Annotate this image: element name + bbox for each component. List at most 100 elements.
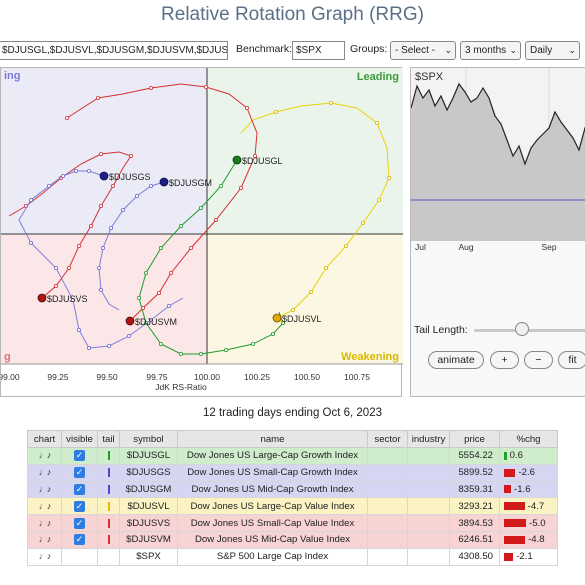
cell-price: 4308.50: [449, 547, 500, 566]
cell-visible[interactable]: ✓: [61, 497, 98, 516]
pctchg-bar: [504, 468, 516, 477]
table-row[interactable]: ♩♪ ✓ $DJUSGL Dow Jones US Large-Cap Growth …: [27, 447, 558, 465]
col-header-sector[interactable]: sector: [367, 430, 408, 448]
table-row[interactable]: ♩♪ ✓ $DJUSGM Dow Jones US Mid-Cap Growth In…: [27, 480, 558, 499]
col-header-tail[interactable]: tail: [97, 430, 120, 448]
cell-price: 6246.51: [449, 530, 500, 549]
x-tick: 99.25: [47, 372, 69, 382]
tail-length-slider[interactable]: [474, 329, 585, 332]
frequency-select[interactable]: Daily ⌄: [525, 41, 580, 60]
cell-visible[interactable]: ✓: [61, 463, 98, 482]
tail-color-swatch[interactable]: [107, 501, 110, 511]
cell-pctchg: -4.7: [499, 497, 558, 516]
visible-checkbox[interactable]: ✓: [74, 450, 85, 462]
cell-name: Dow Jones US Small-Cap Growth Index: [177, 463, 368, 482]
tail-color-swatch[interactable]: [107, 468, 110, 478]
benchmark-input[interactable]: $SPX: [292, 41, 345, 60]
cell-chart[interactable]: ♩♪: [27, 497, 62, 516]
cell-visible[interactable]: ✓: [61, 514, 98, 532]
cell-chart[interactable]: ♩♪: [27, 530, 62, 549]
cell-chart[interactable]: ♩♪: [27, 480, 62, 499]
tail-djusgm[interactable]: [97, 181, 165, 311]
cell-pctchg: -2.6: [499, 463, 558, 482]
cell-visible[interactable]: ✓: [61, 480, 98, 499]
visible-checkbox[interactable]: ✓: [74, 467, 85, 479]
tail-djusgs[interactable]: [18, 169, 184, 350]
cell-visible[interactable]: ✓: [61, 447, 98, 465]
cell-pctchg: 0.6: [499, 447, 558, 465]
period-select[interactable]: 3 months ⌄: [460, 41, 521, 60]
cell-tail[interactable]: [97, 480, 120, 499]
chart-icon[interactable]: ♩♪: [38, 500, 51, 511]
spx-area: [411, 84, 585, 240]
period-caption: 12 trading days ending Oct 6, 2023: [202, 407, 382, 419]
fit-button[interactable]: fit: [558, 351, 585, 369]
groups-select[interactable]: - Select - ⌄: [390, 41, 456, 60]
rrg-chart[interactable]: ing Leading g Weakening: [0, 67, 403, 397]
table-row[interactable]: ♩♪ ✓ $DJUSVM Dow Jones US Mid-Cap Value Ind…: [27, 530, 558, 549]
visible-checkbox[interactable]: ✓: [74, 534, 85, 546]
cell-tail[interactable]: [97, 463, 120, 482]
head-djusvl[interactable]: [272, 313, 282, 323]
chevron-down-icon: ⌄: [444, 45, 452, 55]
cell-tail[interactable]: [97, 514, 120, 532]
x-axis-label: JdK RS-Ratio: [155, 382, 207, 392]
cell-tail[interactable]: [97, 547, 120, 566]
table-row[interactable]: ♩♪ ✓ $DJUSVS Dow Jones US Small-Cap Value I…: [27, 514, 558, 532]
col-header-chart[interactable]: chart: [27, 430, 62, 448]
pctchg-value: -1.6: [514, 483, 531, 495]
cell-industry: [407, 497, 450, 516]
cell-visible[interactable]: [61, 547, 98, 566]
tail-color-swatch[interactable]: [107, 451, 110, 461]
pctchg-value: -5.0: [529, 517, 546, 529]
zoom-in-button[interactable]: +: [490, 351, 519, 369]
chart-icon[interactable]: ♩♪: [38, 483, 51, 494]
col-header-name[interactable]: name: [177, 430, 368, 448]
chart-icon[interactable]: ♩♪: [38, 551, 51, 562]
pctchg-bar: [504, 519, 526, 528]
zoom-out-button[interactable]: −: [524, 351, 553, 369]
chart-icon[interactable]: ♩♪: [38, 450, 51, 461]
chart-icon[interactable]: ♩♪: [38, 467, 51, 478]
col-header-price[interactable]: price: [449, 430, 500, 448]
tail-color-swatch[interactable]: [107, 518, 110, 528]
col-header-visible[interactable]: visible: [61, 430, 98, 448]
cell-chart[interactable]: ♩♪: [27, 463, 62, 482]
cell-tail[interactable]: [97, 497, 120, 516]
tail-djusgl[interactable]: [136, 159, 285, 356]
col-header-symbol[interactable]: symbol: [119, 430, 178, 448]
cell-tail[interactable]: [97, 447, 120, 465]
frequency-select-value: Daily: [530, 45, 553, 56]
cell-chart[interactable]: ♩♪: [27, 447, 62, 465]
table-row[interactable]: ♩♪ ✓ $DJUSVL Dow Jones US Large-Cap Value I…: [27, 497, 558, 516]
symbols-input[interactable]: $DJUSGL,$DJUSVL,$DJUSGM,$DJUSVM,$DJUSGS: [0, 41, 228, 60]
benchmark-label: Benchmark:: [236, 43, 293, 55]
col-header-industry[interactable]: industry: [407, 430, 450, 448]
visible-checkbox[interactable]: ✓: [74, 483, 85, 495]
table-row[interactable]: ♩♪ $SPX S&P 500 Large Cap Index 4308.50 -2.1: [27, 547, 558, 566]
chart-icon[interactable]: ♩♪: [38, 534, 51, 545]
cell-symbol: $DJUSVM: [119, 530, 178, 549]
head-djusvm[interactable]: [125, 316, 135, 326]
head-djusgs[interactable]: [99, 171, 109, 181]
head-djusvs[interactable]: [37, 293, 47, 303]
chart-icon[interactable]: ♩♪: [38, 517, 51, 528]
cell-visible[interactable]: ✓: [61, 530, 98, 549]
col-header-pctchg[interactable]: %chg: [499, 430, 558, 448]
animate-button[interactable]: animate: [428, 351, 484, 369]
cell-name: Dow Jones US Small-Cap Value Index: [177, 514, 368, 532]
cell-symbol: $DJUSGS: [119, 463, 178, 482]
tail-color-swatch[interactable]: [107, 535, 110, 545]
cell-chart[interactable]: ♩♪: [27, 514, 62, 532]
table-row[interactable]: ♩♪ ✓ $DJUSGS Dow Jones US Small-Cap Growth …: [27, 463, 558, 482]
visible-checkbox[interactable]: ✓: [74, 500, 85, 512]
visible-checkbox[interactable]: ✓: [74, 517, 85, 529]
label-djusgl: $DJUSGL: [242, 156, 283, 166]
head-djusgm[interactable]: [159, 177, 169, 187]
tail-length-slider-handle[interactable]: [515, 322, 529, 336]
cell-chart[interactable]: ♩♪: [27, 547, 62, 566]
tail-color-swatch[interactable]: [107, 484, 110, 494]
head-djusgl[interactable]: [232, 155, 242, 165]
tail-djusvm[interactable]: [65, 83, 258, 322]
cell-tail[interactable]: [97, 530, 120, 549]
